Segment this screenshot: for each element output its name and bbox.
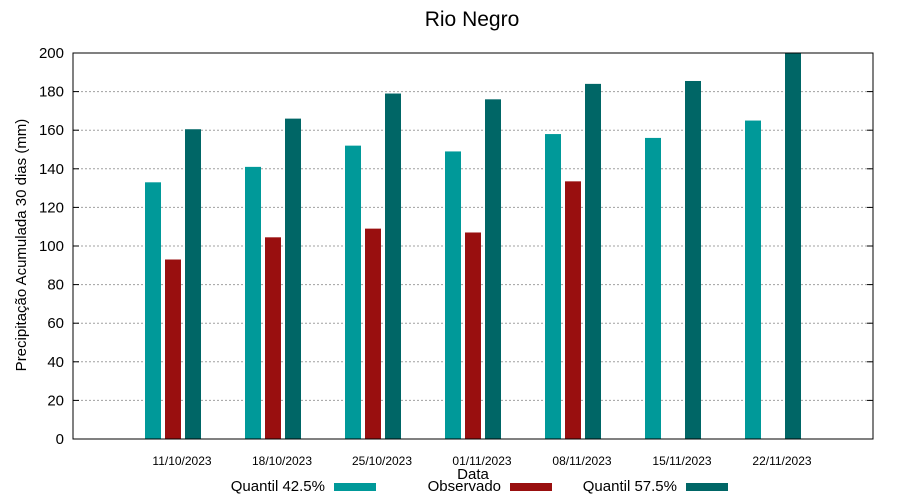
x-tick-label: 25/10/2023 — [352, 454, 412, 468]
bars — [145, 53, 801, 440]
y-tick-label: 60 — [47, 315, 64, 332]
x-tick-label: 22/11/2023 — [752, 454, 811, 468]
legend-label: Observado — [428, 478, 501, 495]
x-tick-label: 01/11/2023 — [452, 454, 511, 468]
bar-observado-3 — [365, 228, 381, 439]
legend: Quantil 42.5% Observado Quantil 57.5% — [231, 478, 728, 495]
bar-quantil-57-5-1 — [185, 129, 201, 440]
bar-quantil-57-5-4 — [485, 99, 501, 439]
bar-quantil-42-5-3 — [345, 145, 361, 439]
bar-quantil-57-5-5 — [585, 83, 601, 439]
legend-swatch — [686, 483, 728, 491]
legend-swatch — [510, 483, 552, 491]
y-tick-label: 0 — [56, 431, 64, 448]
x-tick-label: 15/11/2023 — [652, 454, 711, 468]
bar-quantil-57-5-7 — [785, 53, 801, 439]
y-tick-label: 160 — [39, 122, 64, 139]
y-tick-label: 140 — [39, 161, 64, 178]
bar-quantil-42-5-7 — [745, 120, 761, 440]
x-axis-label: Data — [457, 466, 489, 483]
y-tick-label: 200 — [39, 45, 64, 62]
bar-observado-2 — [265, 237, 281, 439]
bar-quantil-57-5-2 — [285, 118, 301, 440]
bar-quantil-42-5-1 — [145, 182, 161, 439]
bar-observado-4 — [465, 232, 481, 439]
y-tick-label: 40 — [47, 354, 64, 371]
y-tick-label: 100 — [39, 238, 64, 255]
bar-observado-5 — [565, 181, 581, 439]
legend-label: Quantil 57.5% — [583, 478, 677, 495]
bar-quantil-42-5-5 — [545, 134, 561, 439]
y-axis-ticks: 0 20 40 60 80 100 120 140 160 180 200 — [39, 45, 873, 448]
y-tick-label: 120 — [39, 199, 64, 216]
bar-quantil-57-5-3 — [385, 93, 401, 439]
bar-quantil-42-5-4 — [445, 151, 461, 439]
x-axis-ticks: 11/10/2023 18/10/2023 25/10/2023 01/11/2023… — [152, 454, 811, 468]
y-tick-label: 20 — [47, 392, 64, 409]
bar-quantil-42-5-2 — [245, 166, 261, 439]
y-tick-label: 180 — [39, 84, 64, 101]
bar-quantil-57-5-6 — [685, 80, 701, 440]
legend-swatch — [334, 483, 376, 491]
chart-title: Rio Negro — [425, 8, 520, 31]
y-axis-label: Precipitação Acumulada 30 dias (mm) — [13, 119, 30, 372]
bar-quantil-42-5-6 — [645, 137, 661, 440]
x-tick-label: 08/11/2023 — [552, 454, 611, 468]
legend-label: Quantil 42.5% — [231, 478, 325, 495]
bar-observado-1 — [165, 259, 181, 439]
x-tick-label: 11/10/2023 — [152, 454, 211, 468]
x-tick-label: 18/10/2023 — [252, 454, 312, 468]
y-tick-label: 80 — [47, 277, 64, 294]
